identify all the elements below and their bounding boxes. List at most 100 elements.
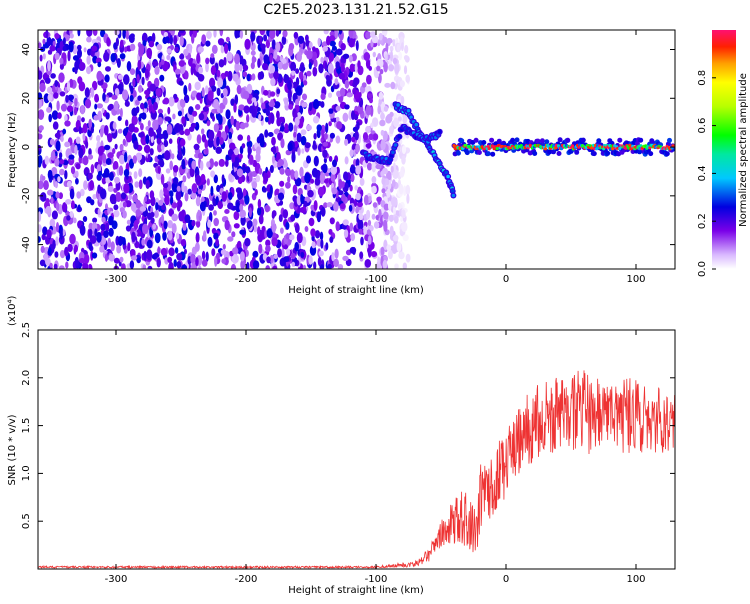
heatmap-cell [343,229,349,238]
heatmap-cell [216,252,220,260]
heatmap-cell [62,45,67,52]
heatmap-cell [39,54,43,62]
heatmap-cell [130,85,134,95]
zero-line-halo [481,140,487,145]
zero-line-halo [544,139,550,145]
heatmap-cell [349,246,357,254]
heatmap-cell [46,36,52,47]
heatmap-cell [168,138,173,144]
heatmap-cell [205,57,210,65]
heatmap-cell [135,106,140,114]
heatmap-cell [255,146,261,157]
heatmap-cell [209,158,215,169]
heatmap-cell [318,250,324,257]
heatmap-cell [184,70,189,80]
heatmap-cell [365,31,372,39]
heatmap-cell [300,193,304,204]
heatmap-cell [195,196,201,207]
heatmap-cell [334,30,339,39]
heatmap-cell [264,229,268,239]
heatmap-cell [400,95,405,105]
heatmap-cell [216,130,222,138]
heatmap-cell [62,128,67,135]
heatmap-cell [114,88,120,97]
heatmap-cell [246,134,251,142]
heatmap-cell [359,251,364,259]
heatmap-cell [49,45,56,52]
heatmap-cell [143,144,151,154]
heatmap-cell [350,233,356,242]
heatmap-cell [97,61,102,68]
heatmap-cell [138,168,143,178]
heatmap-cell [196,134,202,145]
heatmap-cell [262,187,267,193]
heatmap-cell [151,32,156,43]
heatmap-cell [66,80,71,92]
heatmap-cell [193,143,200,151]
heatmap-cell [364,259,372,268]
zero-line-halo [464,150,470,156]
colorbar-tick-label: 0.4 [697,165,708,181]
heatmap-cell [221,191,227,202]
heatmap-cell [113,204,119,211]
heatmap-cell [69,78,74,88]
heatmap-cell [156,137,162,145]
zero-line-halo [605,150,611,156]
heatmap-cell [113,209,120,218]
heatmap-cell [43,253,49,262]
heatmap-cell [270,113,275,125]
x-tick-label: 100 [626,574,645,585]
heatmap-cell [239,229,246,235]
heatmap-cell [246,261,250,269]
heatmap-cell [367,235,372,245]
heatmap-cell [325,242,329,251]
heatmap-cell [197,74,205,82]
heatmap-cell [267,132,274,137]
heatmap-cell [361,82,367,88]
heatmap-cell [197,265,202,269]
heatmap-cell [368,133,374,140]
heatmap-cell [255,175,261,183]
heatmap-cell [38,70,43,80]
heatmap-cell [380,139,386,151]
colorbar-tick-label: 0.0 [697,261,708,277]
trace-core [451,193,456,198]
zero-line-halo [485,151,491,157]
heatmap-cell [366,209,371,220]
heatmap-cell [293,131,297,138]
heatmap-cell [163,31,169,38]
heatmap-cell [253,225,258,233]
heatmap-cell [379,68,384,75]
heatmap-cell [324,62,328,72]
heatmap-cell [147,120,151,128]
heatmap-cell [175,190,182,202]
heatmap-cell [311,167,318,178]
heatmap-cell [318,63,324,74]
heatmap-cell [225,159,229,167]
heatmap-cell [42,53,46,60]
heatmap-cell [252,250,259,258]
heatmap-cell [56,100,60,112]
heatmap-cell [97,170,103,177]
heatmap-cell [262,253,268,261]
heatmap-cell [257,58,261,69]
snr-line-series [38,370,675,569]
heatmap-cell [349,222,354,232]
heatmap-cell [163,139,169,148]
heatmap-cell [99,188,107,200]
heatmap-cell [169,44,174,51]
heatmap-cell [301,93,308,101]
heatmap-cell [332,45,337,51]
heatmap-cell [340,43,346,51]
heatmap-cell [376,65,381,72]
heatmap-cell [59,250,66,259]
zero-line-halo [580,137,586,143]
heatmap-cell [128,123,135,133]
heatmap-cell [168,261,174,269]
zero-line-cell [570,144,575,148]
heatmap-cell [310,204,315,211]
heatmap-cell [344,182,349,191]
heatmap-cell [54,158,60,167]
heatmap-cell [166,54,171,61]
heatmap-cell [356,201,363,208]
